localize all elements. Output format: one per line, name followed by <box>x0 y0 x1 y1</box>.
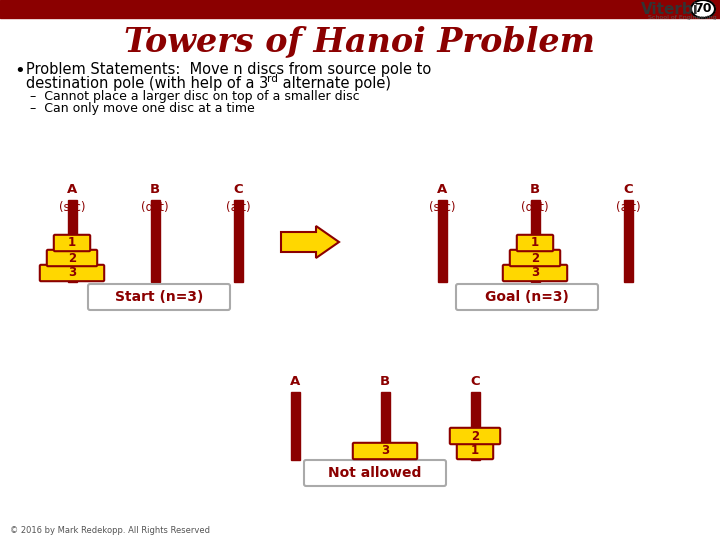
FancyBboxPatch shape <box>503 265 567 281</box>
Text: –  Cannot place a larger disc on top of a smaller disc: – Cannot place a larger disc on top of a… <box>30 90 359 103</box>
FancyBboxPatch shape <box>456 284 598 310</box>
Text: –  Can only move one disc at a time: – Can only move one disc at a time <box>30 102 255 115</box>
Text: Start (n=3): Start (n=3) <box>114 290 203 304</box>
Text: destination pole (with help of a 3: destination pole (with help of a 3 <box>26 76 269 91</box>
Text: (dst): (dst) <box>141 201 168 214</box>
Text: Not allowed: Not allowed <box>328 466 422 480</box>
Text: 3: 3 <box>381 444 389 457</box>
Text: © 2016 by Mark Redekopp. All Rights Reserved: © 2016 by Mark Redekopp. All Rights Rese… <box>10 526 210 535</box>
Text: B: B <box>380 375 390 388</box>
Text: 70: 70 <box>694 3 712 16</box>
Text: rd: rd <box>267 74 278 84</box>
Text: alternate pole): alternate pole) <box>278 76 391 91</box>
FancyBboxPatch shape <box>353 443 417 459</box>
Text: Towers of Hanoi Problem: Towers of Hanoi Problem <box>125 25 595 58</box>
FancyBboxPatch shape <box>40 265 104 281</box>
FancyBboxPatch shape <box>450 428 500 444</box>
Text: 2: 2 <box>471 429 479 442</box>
Text: •: • <box>14 62 24 80</box>
Bar <box>150 200 160 282</box>
Bar <box>0 0 720 18</box>
FancyBboxPatch shape <box>304 460 446 486</box>
Text: 2: 2 <box>68 252 76 265</box>
Text: 3: 3 <box>531 267 539 280</box>
Text: A: A <box>290 375 300 388</box>
Text: A: A <box>437 183 447 196</box>
Text: B: B <box>150 183 160 196</box>
Bar <box>380 392 390 460</box>
Bar <box>531 200 539 282</box>
Bar <box>624 200 632 282</box>
Text: (alt): (alt) <box>616 201 640 214</box>
Text: (dst): (dst) <box>521 201 549 214</box>
Text: 1: 1 <box>471 444 479 457</box>
Text: USC: USC <box>612 3 647 17</box>
FancyBboxPatch shape <box>54 235 90 251</box>
Text: B: B <box>530 183 540 196</box>
Text: 3: 3 <box>68 267 76 280</box>
FancyBboxPatch shape <box>517 235 553 251</box>
FancyBboxPatch shape <box>510 250 560 266</box>
Text: C: C <box>624 183 633 196</box>
Text: (src): (src) <box>428 201 455 214</box>
FancyBboxPatch shape <box>47 250 97 266</box>
Bar <box>233 200 243 282</box>
Bar <box>68 200 76 282</box>
Polygon shape <box>281 226 339 258</box>
Bar <box>438 200 446 282</box>
Text: C: C <box>233 183 243 196</box>
Text: 1: 1 <box>531 237 539 249</box>
Ellipse shape <box>691 0 715 18</box>
Text: C: C <box>470 375 480 388</box>
Text: 1: 1 <box>68 237 76 249</box>
Text: (alt): (alt) <box>225 201 251 214</box>
Text: Goal (n=3): Goal (n=3) <box>485 290 569 304</box>
Bar <box>290 392 300 460</box>
Text: (src): (src) <box>59 201 85 214</box>
FancyBboxPatch shape <box>88 284 230 310</box>
FancyBboxPatch shape <box>456 443 493 459</box>
Text: 2: 2 <box>531 252 539 265</box>
Text: School of Engineering: School of Engineering <box>648 15 716 19</box>
Text: Problem Statements:  Move n discs from source pole to: Problem Statements: Move n discs from so… <box>26 62 431 77</box>
Text: A: A <box>67 183 77 196</box>
Text: Viterbi: Viterbi <box>641 3 699 17</box>
Bar <box>470 392 480 460</box>
